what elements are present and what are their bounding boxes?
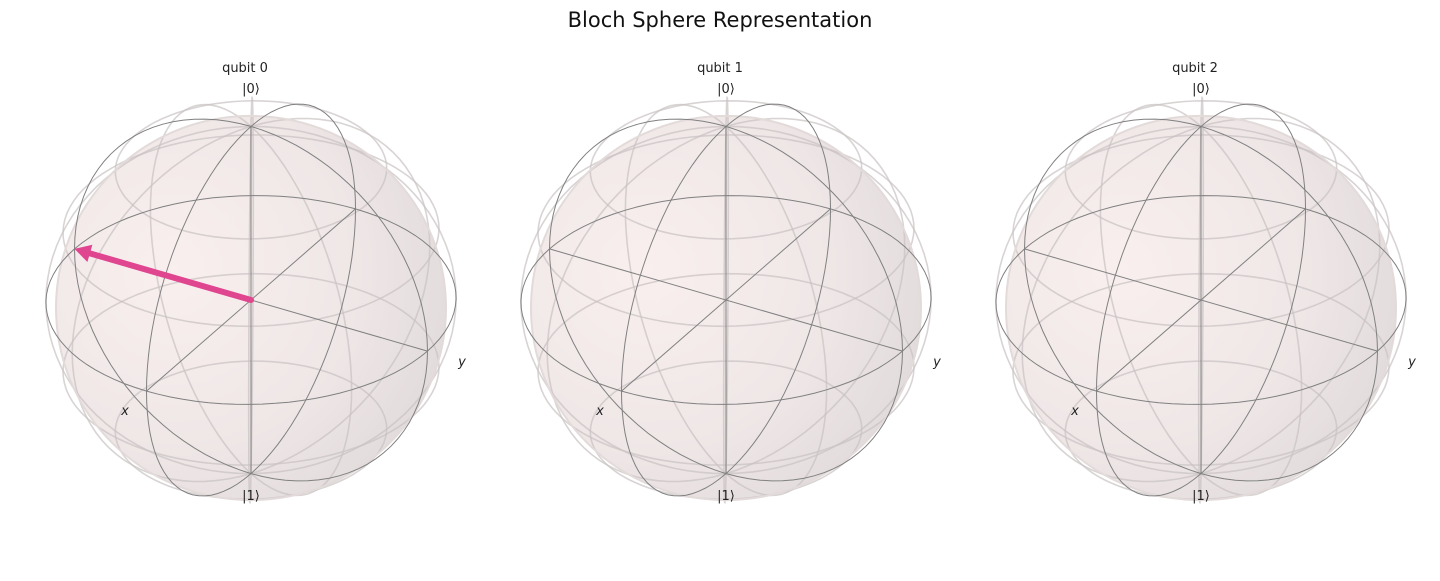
ket-zero-label: |0⟩ [242, 82, 260, 97]
y-axis-label: y [1407, 355, 1416, 370]
bloch-sphere-0: qubit 0 |0⟩ |1⟩ x y [45, 61, 466, 505]
subplot-title: qubit 0 [222, 61, 268, 76]
y-axis-label: y [932, 355, 941, 370]
bloch-sphere-2: qubit 2 |0⟩ |1⟩ x y [995, 61, 1416, 505]
state-vector [86, 250, 254, 303]
figure-title: Bloch Sphere Representation [567, 8, 873, 32]
x-axis-label: x [1070, 404, 1079, 419]
ket-one-label: |1⟩ [1192, 489, 1210, 504]
state-vector-arrowhead [74, 244, 93, 262]
ket-one-label: |1⟩ [242, 489, 260, 504]
yz-great-circle [1023, 118, 1379, 482]
ket-zero-label: |0⟩ [717, 82, 735, 97]
bloch-sphere-1: qubit 1 |0⟩ |1⟩ x y [520, 61, 941, 505]
ket-zero-label: |0⟩ [1192, 82, 1210, 97]
subplot-title: qubit 2 [1172, 61, 1218, 76]
subplot-title: qubit 1 [697, 61, 743, 76]
sphere-outline [55, 114, 447, 502]
x-axis-label: x [120, 404, 129, 419]
ket-one-label: |1⟩ [717, 489, 735, 504]
sphere-outline [530, 114, 922, 502]
yz-great-circle [548, 118, 904, 482]
y-axis-label: y [457, 355, 466, 370]
sphere-outline [1005, 114, 1397, 502]
x-axis-label: x [595, 404, 604, 419]
yz-great-circle [73, 118, 429, 482]
